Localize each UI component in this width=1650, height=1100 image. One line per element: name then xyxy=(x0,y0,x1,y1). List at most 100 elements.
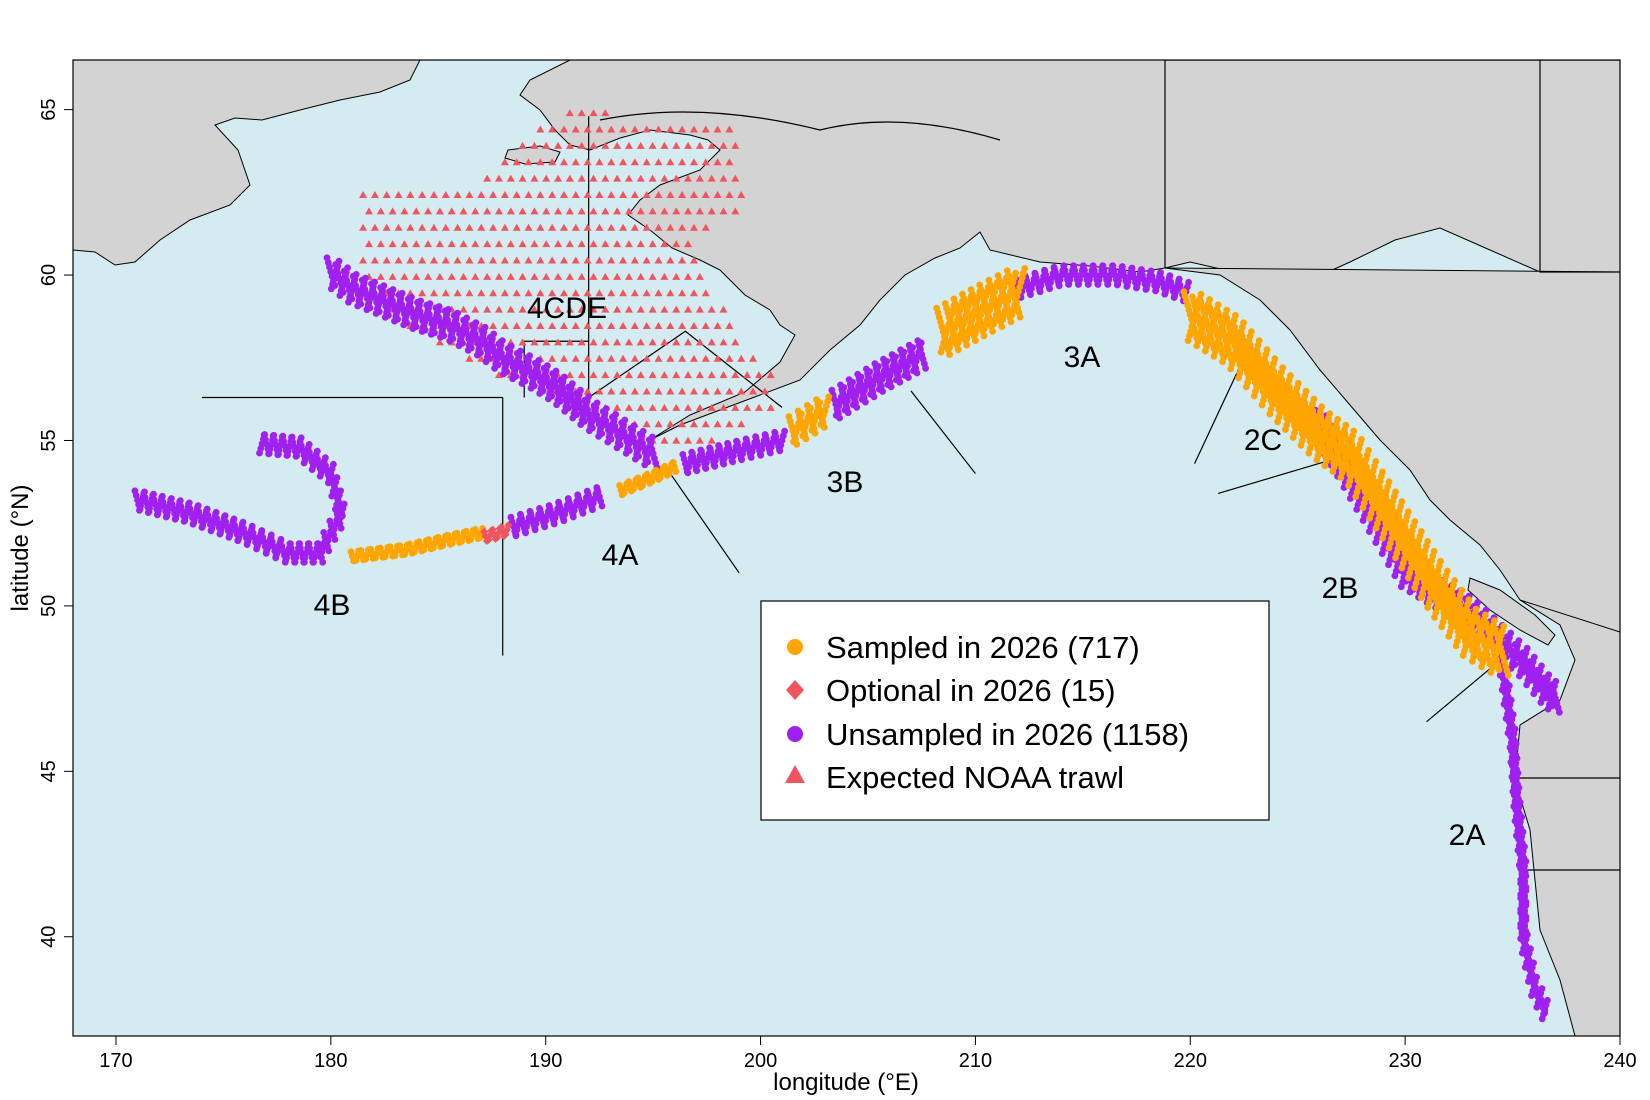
noaa-trawl-station xyxy=(565,305,574,313)
sampled-station xyxy=(1465,596,1473,603)
unsampled-station xyxy=(1060,262,1068,270)
noaa-trawl-station xyxy=(530,305,539,313)
unsampled-station xyxy=(1512,806,1520,814)
noaa-trawl-station xyxy=(583,158,592,166)
noaa-trawl-station xyxy=(678,387,687,395)
unsampled-station xyxy=(888,351,896,358)
noaa-trawl-station xyxy=(559,289,568,297)
noaa-trawl-station xyxy=(648,403,657,411)
noaa-trawl-station xyxy=(678,420,687,428)
noaa-trawl-station xyxy=(760,387,769,395)
noaa-trawl-station xyxy=(695,305,704,313)
noaa-trawl-station xyxy=(400,207,409,215)
noaa-trawl-station xyxy=(512,322,521,330)
noaa-trawl-station xyxy=(477,256,486,264)
unsampled-station xyxy=(398,289,406,297)
noaa-trawl-station xyxy=(589,207,598,215)
x-tick-label: 220 xyxy=(1174,1050,1207,1072)
noaa-trawl-station xyxy=(707,305,716,313)
unsampled-station xyxy=(1527,945,1534,953)
unsampled-station xyxy=(1515,784,1523,792)
noaa-trawl-station xyxy=(684,240,693,248)
unsampled-station xyxy=(1522,902,1530,909)
unsampled-station xyxy=(1526,658,1534,665)
noaa-trawl-station xyxy=(548,223,557,231)
noaa-trawl-station xyxy=(577,141,586,149)
noaa-trawl-station xyxy=(630,322,639,330)
unsampled-station xyxy=(158,494,166,501)
noaa-trawl-station xyxy=(530,240,539,248)
noaa-trawl-station xyxy=(607,387,616,395)
noaa-trawl-station xyxy=(725,420,734,428)
noaa-trawl-station xyxy=(678,190,687,198)
noaa-trawl-station xyxy=(477,289,486,297)
noaa-trawl-station xyxy=(654,387,663,395)
noaa-trawl-station xyxy=(536,158,545,166)
unsampled-station xyxy=(194,503,201,511)
noaa-trawl-station xyxy=(382,223,391,231)
noaa-trawl-station xyxy=(660,174,669,182)
unsampled-station xyxy=(1526,966,1534,974)
noaa-trawl-station xyxy=(713,387,722,395)
sampled-station xyxy=(1317,413,1325,420)
noaa-trawl-station xyxy=(418,190,427,198)
noaa-trawl-station xyxy=(518,240,527,248)
unsampled-station xyxy=(1517,894,1525,902)
noaa-trawl-station xyxy=(512,289,521,297)
sampled-station xyxy=(1302,387,1310,395)
noaa-trawl-station xyxy=(518,174,527,182)
area-label-4a: 4A xyxy=(602,539,639,572)
noaa-trawl-station xyxy=(435,272,444,280)
noaa-trawl-station xyxy=(536,256,545,264)
unsampled-station xyxy=(261,431,269,438)
noaa-trawl-station xyxy=(477,223,486,231)
unsampled-station xyxy=(1522,887,1530,895)
sampled-station xyxy=(985,276,993,284)
unsampled-station xyxy=(828,386,836,394)
noaa-trawl-station xyxy=(530,338,539,346)
unsampled-station xyxy=(862,365,870,373)
noaa-trawl-station xyxy=(506,272,515,280)
unsampled-station xyxy=(286,540,294,548)
sampled-station xyxy=(406,540,413,548)
unsampled-station xyxy=(569,380,576,387)
sampled-station xyxy=(813,396,820,403)
noaa-trawl-station xyxy=(583,354,592,362)
unsampled-station xyxy=(1518,813,1525,821)
noaa-trawl-station xyxy=(554,207,563,215)
sampled-station xyxy=(950,295,958,303)
unsampled-station xyxy=(612,410,619,418)
noaa-trawl-station xyxy=(613,403,622,411)
unsampled-station xyxy=(362,274,369,282)
noaa-trawl-station xyxy=(678,125,687,133)
unsampled-station xyxy=(1128,265,1135,273)
unsampled-station xyxy=(1509,711,1517,718)
sampled-station xyxy=(1278,376,1285,383)
noaa-trawl-station xyxy=(559,125,568,133)
noaa-trawl-station xyxy=(719,371,728,379)
noaa-trawl-station xyxy=(672,338,681,346)
noaa-trawl-station xyxy=(666,256,675,264)
noaa-trawl-station xyxy=(601,371,610,379)
sampled-station xyxy=(1310,395,1318,403)
unsampled-station xyxy=(688,448,696,456)
noaa-trawl-station xyxy=(589,174,598,182)
y-tick-label: 55 xyxy=(38,429,60,451)
unsampled-station xyxy=(1510,791,1518,799)
noaa-trawl-station xyxy=(406,256,415,264)
sampled-station xyxy=(1231,323,1238,331)
unsampled-station xyxy=(905,341,913,349)
noaa-trawl-station xyxy=(524,256,533,264)
sampled-station xyxy=(1180,288,1188,295)
unsampled-station xyxy=(871,360,879,368)
noaa-trawl-station xyxy=(548,158,557,166)
noaa-trawl-station xyxy=(666,223,675,231)
noaa-trawl-station xyxy=(554,338,563,346)
unsampled-station xyxy=(167,496,175,503)
noaa-trawl-station xyxy=(601,305,610,313)
sampled-station xyxy=(1392,488,1399,496)
unsampled-station xyxy=(1137,266,1145,274)
noaa-trawl-station xyxy=(654,158,663,166)
survey-stations xyxy=(131,109,1563,1023)
noaa-trawl-station xyxy=(624,338,633,346)
